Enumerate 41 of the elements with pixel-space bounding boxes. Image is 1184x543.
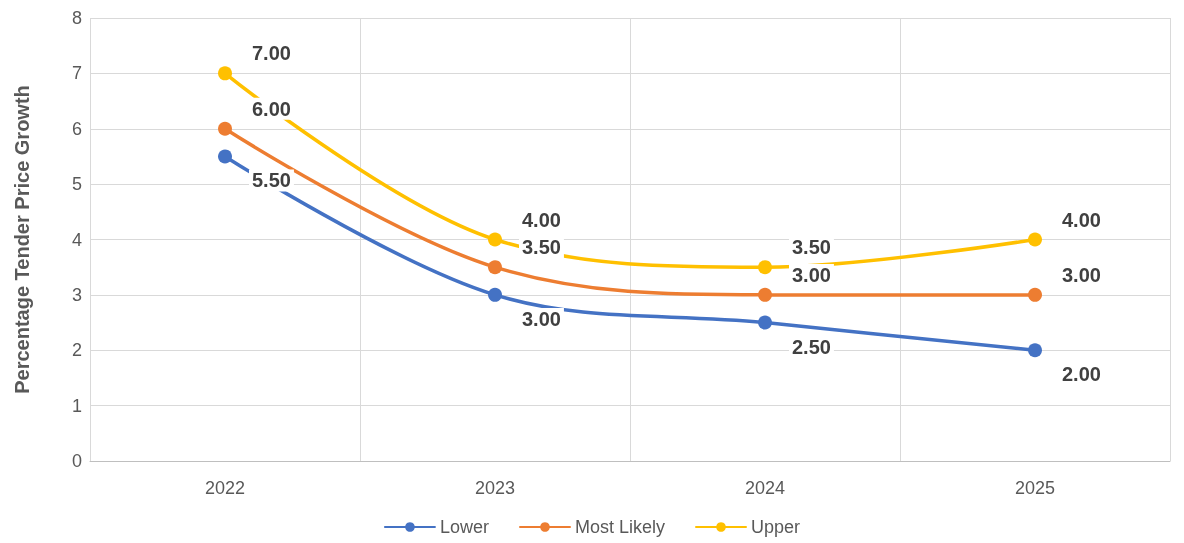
y-tick-label: 6 bbox=[71, 118, 82, 139]
data-label: 3.00 bbox=[522, 307, 561, 330]
point bbox=[218, 149, 232, 164]
x-tick-label: 2023 bbox=[474, 478, 516, 498]
point bbox=[758, 315, 772, 330]
data-label: 2.00 bbox=[1062, 363, 1101, 386]
point bbox=[488, 232, 502, 247]
point bbox=[758, 287, 772, 302]
data-label: 6.00 bbox=[252, 97, 291, 120]
data-label: 3.50 bbox=[522, 236, 561, 259]
point bbox=[758, 260, 772, 275]
data-label: 7.00 bbox=[252, 42, 291, 65]
y-tick-label: 4 bbox=[71, 229, 82, 250]
x-tick-label: 2024 bbox=[744, 478, 786, 498]
legend-label: Lower bbox=[439, 517, 489, 537]
data-label: 3.00 bbox=[1062, 263, 1101, 286]
point bbox=[218, 121, 232, 136]
point bbox=[488, 287, 502, 302]
data-label: 4.00 bbox=[1062, 208, 1101, 231]
legend-label: Most Likely bbox=[574, 517, 666, 537]
data-label: 3.00 bbox=[792, 263, 831, 286]
y-tick-label: 5 bbox=[71, 174, 82, 195]
x-tick-label: 2025 bbox=[1014, 478, 1056, 498]
y-tick-label: 2 bbox=[71, 340, 82, 361]
y-tick-label: 8 bbox=[71, 8, 82, 28]
legend-label: Upper bbox=[751, 517, 801, 537]
data-label: 2.50 bbox=[792, 335, 831, 358]
point bbox=[1028, 232, 1042, 247]
point bbox=[488, 260, 502, 275]
y-tick-label: 1 bbox=[71, 395, 82, 416]
data-label: 5.50 bbox=[252, 169, 291, 192]
y-tick-label: 7 bbox=[71, 63, 82, 84]
x-tick-label: 2022 bbox=[204, 478, 246, 498]
y-tick-label: 0 bbox=[71, 451, 82, 471]
y-tick-label: 3 bbox=[71, 284, 82, 305]
point bbox=[1028, 287, 1042, 302]
y-axis-title: Percentage Tender Price Growth bbox=[11, 85, 33, 394]
point bbox=[218, 66, 232, 81]
data-label: 3.50 bbox=[792, 236, 831, 259]
point bbox=[1028, 343, 1042, 358]
data-label: 4.00 bbox=[522, 208, 561, 231]
